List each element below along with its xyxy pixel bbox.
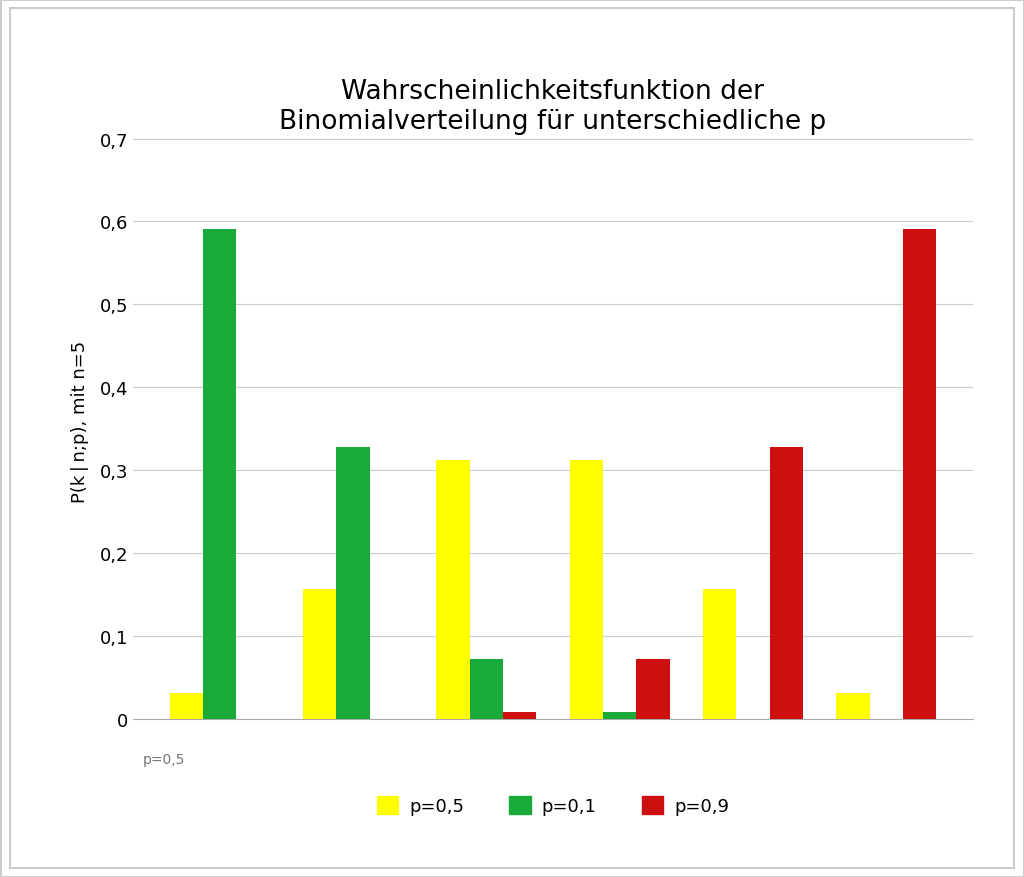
Bar — [503, 712, 537, 719]
Text: p=0,5: p=0,5 — [142, 752, 185, 766]
Bar — [903, 230, 936, 719]
Bar — [303, 589, 336, 719]
Bar — [837, 693, 869, 719]
Text: Wahrscheinlichkeitsfunktion der
Binomialverteilung für unterschiedliche p: Wahrscheinlichkeitsfunktion der Binomial… — [280, 79, 826, 135]
Bar — [770, 447, 803, 719]
Bar — [603, 712, 636, 719]
Y-axis label: P(k | n;p), mit n=5: P(k | n;p), mit n=5 — [71, 340, 89, 502]
Bar — [470, 659, 503, 719]
Bar — [436, 460, 470, 719]
Bar — [636, 659, 670, 719]
Bar — [203, 230, 237, 719]
Bar — [170, 693, 203, 719]
Bar — [336, 447, 370, 719]
Bar — [702, 589, 736, 719]
Legend: p=0,5, p=0,1, p=0,9: p=0,5, p=0,1, p=0,9 — [368, 787, 738, 824]
Bar — [569, 460, 603, 719]
